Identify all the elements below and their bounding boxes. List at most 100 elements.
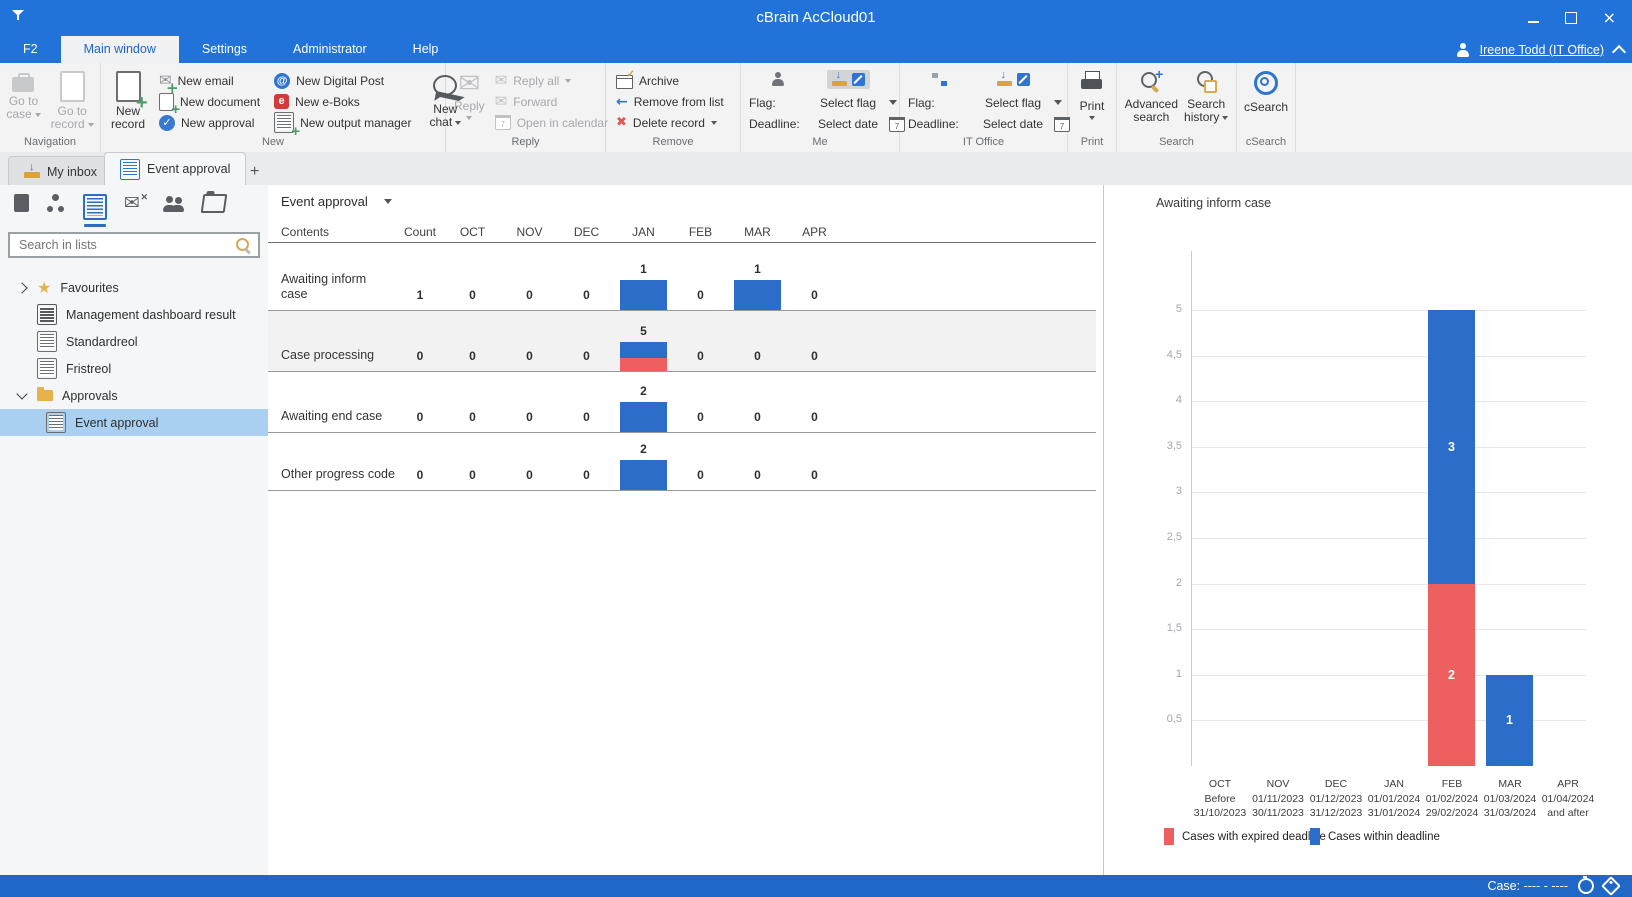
- csearch-button[interactable]: cSearch: [1244, 68, 1288, 134]
- archive-button[interactable]: Archive: [616, 69, 724, 91]
- calendar-icon[interactable]: [889, 116, 905, 132]
- legend-swatch-blue: [1310, 828, 1320, 845]
- maximize-button[interactable]: [1564, 12, 1577, 24]
- tag-icon[interactable]: [1601, 876, 1621, 896]
- bar-mar-within-deadline: [1486, 675, 1533, 766]
- table-cell: 1: [416, 288, 424, 302]
- people-icon: [163, 194, 185, 212]
- menu-tab-main-window[interactable]: Main window: [60, 36, 179, 63]
- column-dec[interactable]: DEC: [573, 224, 600, 239]
- calendar-icon[interactable]: [1054, 116, 1070, 132]
- new-record-button[interactable]: New record: [111, 68, 148, 134]
- table-cell: 0: [416, 468, 424, 482]
- tab-strip: My inbox Event approval +: [0, 152, 1632, 186]
- column-oct[interactable]: OCT: [459, 224, 486, 239]
- new-document-button[interactable]: New document: [159, 91, 260, 118]
- me-deadline-label: Deadline:: [749, 117, 800, 131]
- table-bar-cell: 1: [729, 262, 786, 310]
- ribbon-group-search: + Advanced search Search history Search: [1117, 63, 1237, 152]
- go-to-case-button[interactable]: Go to case: [6, 68, 41, 134]
- me-deadline-value[interactable]: Select date: [817, 117, 879, 131]
- sidebar-search-box[interactable]: [8, 232, 260, 258]
- org-view-button[interactable]: [46, 194, 66, 212]
- table-row[interactable]: Case processing 0 0 0 0 5 0 0 0: [268, 311, 1096, 372]
- column-jan[interactable]: JAN: [632, 224, 655, 239]
- chevron-right-icon[interactable]: [16, 281, 28, 294]
- chevron-down-icon[interactable]: [16, 388, 28, 400]
- legend-expired-deadline: Cases with expired deadline: [1164, 828, 1326, 845]
- new-chat-button[interactable]: New chat: [429, 68, 462, 134]
- y-tick: 5: [1175, 303, 1182, 315]
- tab-event-approval[interactable]: Event approval: [104, 152, 247, 186]
- close-button[interactable]: ×: [1602, 8, 1616, 27]
- menu-tab-help[interactable]: Help: [412, 42, 439, 56]
- unit-flag-icons[interactable]: [992, 69, 1035, 89]
- quick-access-icon[interactable]: [12, 10, 24, 22]
- sent-mail-view-button[interactable]: ✉: [124, 192, 148, 213]
- chevron-down-icon[interactable]: [889, 100, 897, 105]
- new-approval-button[interactable]: ✓ New approval: [159, 112, 260, 133]
- table-row[interactable]: Awaiting end case 0 0 0 0 2 0 0 0: [268, 372, 1096, 433]
- column-mar[interactable]: MAR: [744, 224, 771, 239]
- table-row[interactable]: Awaiting inform case 1 0 0 0 1 0 1 0: [268, 243, 1096, 311]
- menu-tab-administrator[interactable]: Administrator: [293, 42, 367, 56]
- new-output-manager-button[interactable]: New output manager: [274, 112, 411, 140]
- chevron-down-icon[interactable]: [1054, 100, 1062, 105]
- table-row[interactable]: Other progress code 0 0 0 0 2 0 0 0: [268, 433, 1096, 491]
- forward-button[interactable]: ✉ Forward: [494, 92, 558, 110]
- user-name-link[interactable]: Ireene Todd (IT Office): [1479, 42, 1604, 57]
- approval-check-icon: ✓: [159, 114, 176, 131]
- delete-record-button[interactable]: ✖ Delete record: [616, 112, 724, 133]
- me-flag-icons[interactable]: [826, 69, 870, 89]
- x-axis-label: DEC 01/12/2023 31/12/2023: [1309, 778, 1363, 819]
- tree-item-favourites[interactable]: ★ Favourites: [0, 274, 268, 301]
- print-button[interactable]: Print: [1080, 68, 1104, 134]
- column-contents[interactable]: Contents: [281, 224, 330, 239]
- lists-view-button[interactable]: [83, 194, 107, 227]
- column-feb[interactable]: FEB: [688, 224, 713, 239]
- table-cell: 0: [526, 288, 533, 302]
- bar-value-label: 2: [1448, 668, 1455, 682]
- new-email-button[interactable]: ✉New email: [159, 70, 260, 97]
- tree-item-fristreol[interactable]: Fristreol: [0, 355, 268, 382]
- remove-from-list-button[interactable]: ← Remove from list: [616, 93, 724, 110]
- timer-icon[interactable]: [1578, 876, 1594, 894]
- tree-item-event-approval[interactable]: Event approval: [0, 409, 268, 436]
- menu-tab-settings[interactable]: Settings: [201, 42, 248, 56]
- tree-item-management-dashboard-result[interactable]: Management dashboard result: [0, 301, 268, 328]
- column-apr[interactable]: APR: [802, 224, 827, 239]
- bar-within-deadline: [620, 280, 667, 310]
- menu-tab-f2[interactable]: F2: [23, 42, 38, 56]
- folder-icon: [37, 387, 53, 401]
- contacts-view-button[interactable]: [163, 194, 185, 212]
- new-eboks-button[interactable]: e New e-Boks: [274, 91, 411, 112]
- go-to-record-button[interactable]: Go to record: [51, 68, 94, 134]
- open-in-calendar-button[interactable]: Open in calendar: [494, 112, 608, 133]
- cases-view-button[interactable]: [200, 194, 228, 213]
- records-view-button[interactable]: [14, 194, 29, 212]
- y-tick: 4,5: [1166, 349, 1182, 361]
- search-input[interactable]: [17, 237, 236, 253]
- chat-bubble-icon: [433, 75, 458, 96]
- y-tick: 1,5: [1166, 622, 1182, 634]
- tree-item-approvals[interactable]: Approvals: [0, 382, 268, 409]
- reply-all-button[interactable]: ✉ Reply all: [495, 70, 608, 91]
- bar-within-deadline: [620, 402, 667, 432]
- search-history-button[interactable]: Search history: [1184, 68, 1229, 134]
- advanced-search-button[interactable]: + Advanced search: [1124, 66, 1179, 124]
- column-nov[interactable]: NOV: [516, 224, 543, 239]
- tab-my-inbox[interactable]: My inbox: [8, 156, 114, 186]
- me-flag-value[interactable]: Select flag: [819, 95, 877, 110]
- add-tab-button[interactable]: +: [250, 163, 260, 180]
- ribbon: Go to case Go to record Navigation New r…: [0, 63, 1632, 152]
- collapse-ribbon-icon[interactable]: [1611, 44, 1627, 59]
- x-axis-label: NOV 01/11/2023 30/11/2023: [1252, 778, 1304, 819]
- column-count[interactable]: Count: [403, 224, 437, 239]
- new-digital-post-button[interactable]: @ New Digital Post: [274, 70, 411, 91]
- list-selector[interactable]: Event approval: [281, 194, 392, 209]
- unit-flag-value[interactable]: Select flag: [984, 95, 1042, 110]
- tree-item-standardreol[interactable]: Standardreol: [0, 328, 268, 355]
- minimize-button[interactable]: [1527, 21, 1539, 23]
- unit-deadline-value[interactable]: Select date: [982, 117, 1044, 131]
- table-cell: 0: [811, 349, 818, 363]
